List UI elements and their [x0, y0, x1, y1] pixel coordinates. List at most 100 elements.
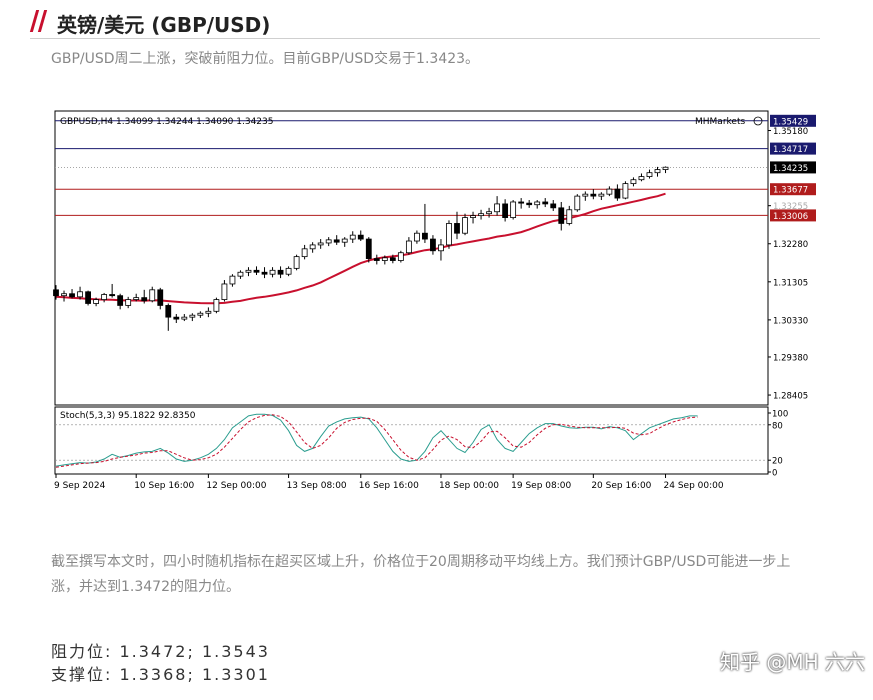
- candle-body-up: [654, 169, 661, 174]
- candle: [125, 296, 132, 309]
- candle-body-up: [566, 209, 573, 224]
- candle: [165, 303, 172, 331]
- candle-body-up: [478, 213, 484, 217]
- candle-body-down: [117, 295, 124, 306]
- candle-body-up: [438, 244, 444, 252]
- candle: [654, 166, 661, 177]
- candle: [237, 270, 244, 279]
- candle: [478, 209, 484, 220]
- y-tick-label: 1.31305: [773, 278, 808, 288]
- candle-body-up: [301, 248, 308, 258]
- candle-body-up: [285, 267, 292, 275]
- candle-body-up: [494, 203, 501, 213]
- candle: [454, 211, 460, 240]
- candle: [197, 311, 204, 318]
- candle: [101, 292, 108, 303]
- candle: [502, 199, 509, 222]
- chart-container: 1.35429 1.34717 1.34235 1.33677 1.33006 1.351…: [50, 108, 818, 500]
- candle: [301, 244, 308, 260]
- candle-body-down: [558, 207, 565, 224]
- candle-body-up: [397, 252, 404, 261]
- candle-body-up: [510, 201, 517, 218]
- candle: [93, 297, 99, 307]
- stoch-y-tick-label: 100: [772, 410, 788, 420]
- candle: [333, 235, 340, 245]
- candle-body-up: [381, 257, 388, 261]
- candle: [534, 200, 541, 209]
- candle: [245, 267, 252, 277]
- candle-body-up: [662, 166, 669, 170]
- candle: [53, 285, 59, 300]
- candle-body-up: [61, 293, 67, 297]
- candle: [309, 242, 316, 253]
- candle: [566, 205, 573, 226]
- candle-body-up: [470, 215, 476, 218]
- candle: [526, 200, 533, 208]
- candle: [614, 184, 621, 201]
- candle-body-up: [237, 271, 244, 277]
- candle: [133, 293, 140, 302]
- candle-body-up: [534, 201, 541, 206]
- candle-body-up: [93, 299, 99, 304]
- candle-body-down: [373, 258, 380, 261]
- candle-body-up: [325, 239, 332, 244]
- candle: [542, 198, 549, 208]
- price-label-text: 1.35429: [773, 117, 808, 127]
- x-tick-label: 12 Sep 00:00: [206, 481, 266, 491]
- title-bar: 英镑/美元 (GBP/USD): [29, 8, 820, 39]
- candle: [438, 239, 444, 261]
- candle: [598, 192, 605, 201]
- candle-body-up: [606, 188, 613, 195]
- stoch-header-text: Stoch(5,3,3) 95.1822 92.8350: [60, 411, 196, 421]
- candle: [622, 181, 629, 200]
- price-label-text: 1.34717: [773, 145, 808, 155]
- stoch-main-line: [55, 413, 698, 467]
- candle: [638, 173, 645, 182]
- candle-body-down: [277, 269, 284, 275]
- candle: [349, 231, 356, 243]
- price-label-box: [770, 142, 816, 155]
- candle: [558, 201, 565, 231]
- candle-body-up: [149, 289, 156, 302]
- candle-body-down: [109, 294, 116, 297]
- candle-body-up: [77, 291, 83, 298]
- candle: [317, 239, 324, 249]
- candle-body-down: [53, 289, 59, 297]
- candle-body-down: [173, 316, 180, 320]
- analysis-paragraph: 截至撰写本文时，四小时随机指标在超买区域上升，价格位于20周期移动平均线上方。我…: [51, 554, 791, 595]
- x-tick-label: 9 Sep 2024: [54, 481, 106, 491]
- candle: [422, 203, 428, 243]
- candle-body-down: [518, 201, 525, 204]
- candle-body-up: [582, 193, 589, 197]
- candle-body-down: [614, 188, 621, 199]
- candle-body-down: [550, 203, 557, 209]
- x-tick-label: 19 Sep 08:00: [511, 481, 571, 491]
- candle-body-up: [349, 234, 356, 240]
- candle: [494, 196, 501, 216]
- candle: [446, 220, 452, 249]
- candle-body-up: [205, 310, 212, 314]
- candle: [381, 255, 388, 265]
- candle: [413, 230, 420, 244]
- candle-body-down: [365, 238, 372, 259]
- candle-body-up: [221, 283, 228, 300]
- stoch-y-tick-label: 80: [772, 421, 783, 431]
- candle-body-down: [141, 297, 148, 302]
- candle-body-down: [69, 293, 75, 298]
- candle: [109, 283, 116, 298]
- candle-body-down: [85, 291, 91, 304]
- candle: [518, 198, 525, 209]
- candle-body-up: [446, 223, 452, 246]
- candle-body-down: [454, 223, 460, 234]
- candle: [486, 207, 492, 218]
- x-tick-label: 13 Sep 08:00: [287, 481, 347, 491]
- candle: [261, 267, 268, 279]
- candle-body-down: [389, 257, 396, 261]
- candle-body-up: [622, 183, 629, 199]
- candle: [205, 307, 212, 318]
- candle-body-up: [181, 316, 188, 320]
- price-label-box: [770, 209, 816, 222]
- candle: [462, 213, 468, 236]
- candle-body-up: [405, 240, 412, 254]
- candle: [357, 230, 364, 242]
